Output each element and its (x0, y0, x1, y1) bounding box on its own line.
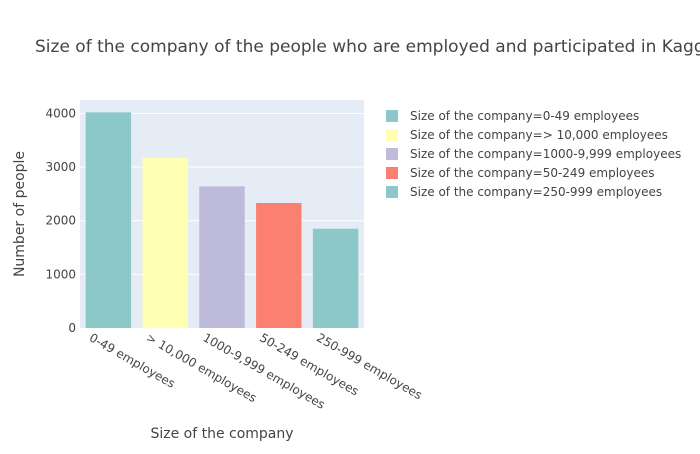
legend-label: Size of the company=250-999 employees (410, 185, 662, 199)
x-axis-label: Size of the company (150, 426, 293, 442)
bars (85, 112, 359, 328)
x-tick-label: 250-999 employees (314, 330, 424, 402)
chart-title: Size of the company of the people who ar… (35, 37, 700, 57)
legend-label: Size of the company=> 10,000 employees (410, 128, 668, 142)
legend-swatch (386, 167, 398, 179)
legend-swatch (386, 129, 398, 141)
bar (85, 112, 132, 328)
y-axis-label: Number of people (12, 151, 28, 277)
legend-label: Size of the company=50-249 employees (410, 166, 655, 180)
y-tick-label: 0 (68, 321, 76, 335)
bar (142, 157, 188, 328)
legend-swatch (386, 186, 398, 198)
y-tick-label: 4000 (45, 106, 76, 120)
legend-swatch (386, 110, 398, 122)
legend-label: Size of the company=0-49 employees (410, 109, 639, 123)
legend: Size of the company=0-49 employees Size o… (386, 109, 681, 199)
bar (199, 186, 245, 328)
x-axis-ticks: 0-49 employees> 10,000 employees1000-9,9… (87, 330, 425, 411)
bar (312, 228, 359, 328)
bar (256, 203, 302, 328)
y-tick-label: 2000 (45, 214, 76, 228)
y-tick-label: 3000 (45, 160, 76, 174)
y-axis-ticks: 0 1000 2000 3000 4000 (45, 106, 76, 335)
legend-swatch (386, 148, 398, 160)
y-tick-label: 1000 (45, 267, 76, 281)
legend-label: Size of the company=1000-9,999 employees (410, 147, 681, 161)
